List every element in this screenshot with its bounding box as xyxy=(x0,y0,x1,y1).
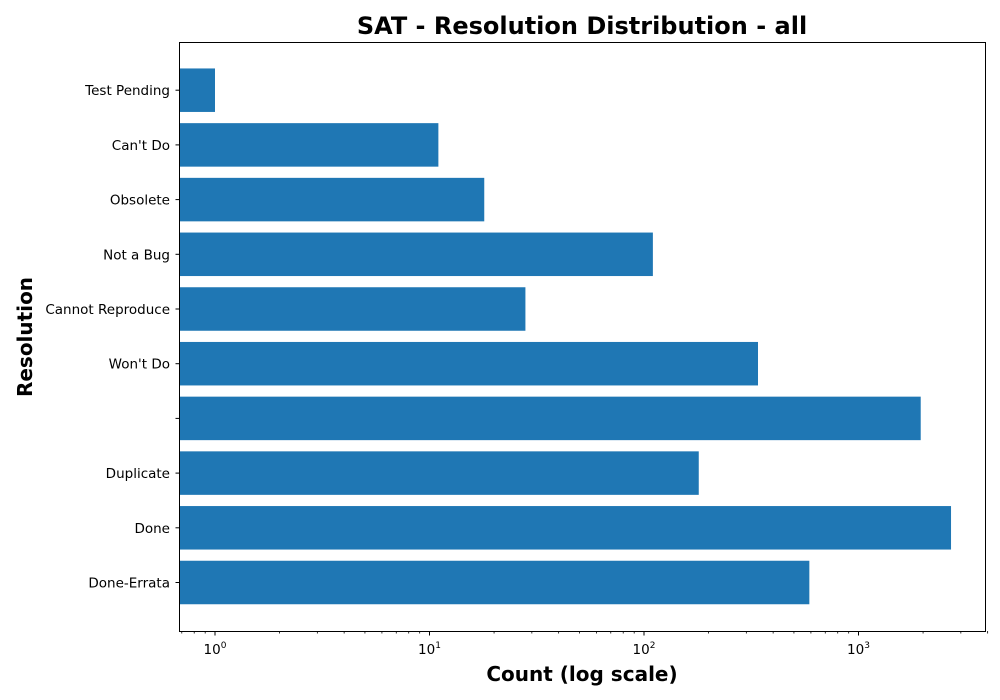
bar xyxy=(180,506,952,550)
x-tick-label: 100 xyxy=(204,641,227,658)
y-axis: Done-Errata Done Duplicate Won't Do Cannot R… xyxy=(45,83,180,592)
bar xyxy=(180,451,699,495)
x-axis-label: Count (log scale) xyxy=(486,662,677,686)
y-tick-label: Can't Do xyxy=(112,138,170,154)
bar xyxy=(180,232,653,277)
y-tick-label: Done-Errata xyxy=(88,576,170,592)
y-axis-label: Resolution xyxy=(13,277,37,397)
chart-title: SAT - Resolution Distribution - all xyxy=(357,12,807,40)
bar xyxy=(180,68,215,112)
y-tick-label: Done xyxy=(134,521,170,537)
x-tick-label: 103 xyxy=(847,641,870,658)
bar xyxy=(180,560,810,605)
x-axis: 100 101 102 103 xyxy=(181,631,989,658)
y-tick-label: Obsolete xyxy=(110,193,170,209)
bar xyxy=(180,177,485,222)
y-tick-label: Duplicate xyxy=(106,466,170,482)
y-tick-label: Cannot Reproduce xyxy=(45,302,170,318)
bar xyxy=(180,341,759,386)
bar xyxy=(180,287,526,331)
plot-frame xyxy=(179,42,986,632)
y-tick-label: Not a Bug xyxy=(103,247,170,263)
y-tick-label: Won't Do xyxy=(109,357,170,373)
bar xyxy=(180,396,921,441)
bar xyxy=(180,123,439,167)
y-tick-label: Test Pending xyxy=(84,83,170,99)
x-tick-label: 101 xyxy=(418,641,441,658)
x-tick-label: 102 xyxy=(633,641,656,658)
bars-group xyxy=(180,68,952,605)
